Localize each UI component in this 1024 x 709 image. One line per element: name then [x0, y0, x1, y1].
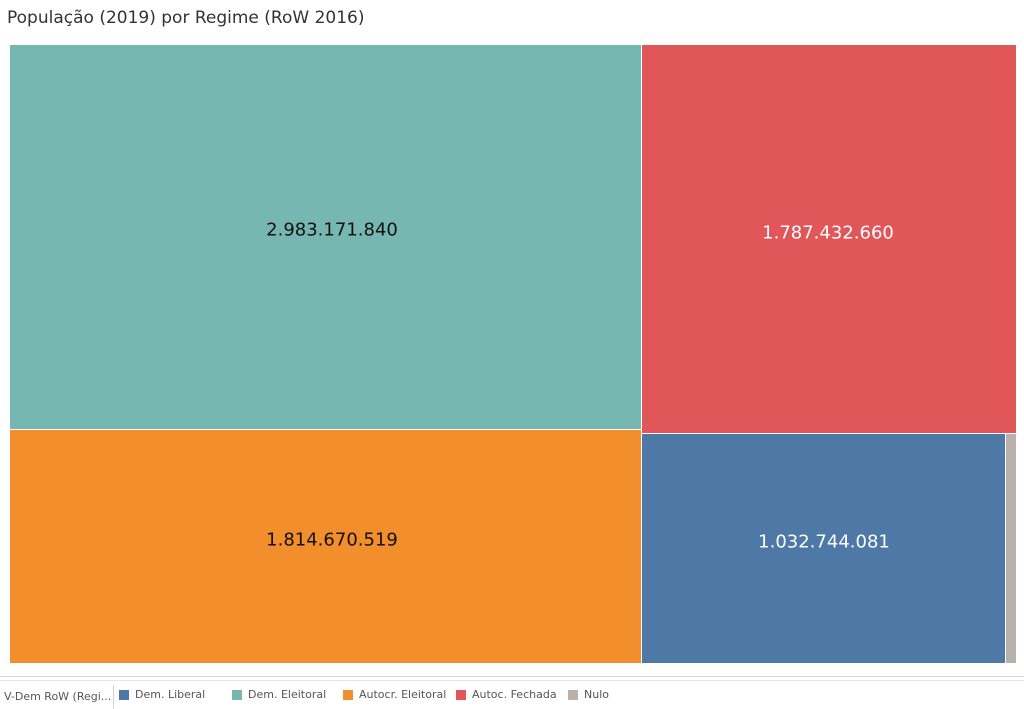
- treemap-tile-dem-liberal[interactable]: 1.032.744.081: [642, 434, 1005, 663]
- legend-item[interactable]: Dem. Eleitoral: [232, 688, 326, 701]
- treemap-tile-dem-eleitoral[interactable]: 2.983.171.840: [10, 45, 641, 429]
- legend-item[interactable]: Autocr. Eleitoral: [343, 688, 446, 701]
- legend-swatch: [456, 689, 466, 700]
- legend-label: Dem. Eleitoral: [248, 688, 327, 701]
- treemap-value-label: 1.787.432.660: [762, 222, 894, 244]
- legend-swatch: [119, 689, 129, 700]
- legend-swatch: [232, 689, 242, 700]
- treemap-value-label: 1.814.670.519: [266, 529, 398, 551]
- legend-divider: [113, 685, 114, 709]
- treemap-tile-nulo[interactable]: [1006, 434, 1016, 663]
- chart-title: População (2019) por Regime (RoW 2016): [7, 8, 365, 28]
- legend-swatch: [343, 689, 353, 700]
- treemap-value-label: 2.983.171.840: [266, 219, 398, 241]
- legend-label: Nulo: [584, 688, 609, 701]
- legend-label: Autocr. Eleitoral: [359, 688, 447, 701]
- treemap-tile-autoc-fechada[interactable]: 1.787.432.660: [642, 45, 1016, 433]
- legend: V-Dem RoW (Regi... Dem. Liberal Dem. Elei…: [0, 676, 1024, 709]
- legend-label: Autoc. Fechada: [472, 688, 557, 701]
- treemap-tile-autocr-eleitoral[interactable]: 1.814.670.519: [10, 430, 641, 663]
- treemap-value-label: 1.032.744.081: [758, 531, 890, 553]
- legend-item[interactable]: Nulo: [568, 688, 609, 701]
- legend-item[interactable]: Autoc. Fechada: [456, 688, 557, 701]
- legend-swatch: [568, 689, 578, 700]
- legend-label: Dem. Liberal: [135, 688, 206, 701]
- legend-item[interactable]: Dem. Liberal: [119, 688, 205, 701]
- legend-field-label: V-Dem RoW (Regi...: [4, 690, 112, 703]
